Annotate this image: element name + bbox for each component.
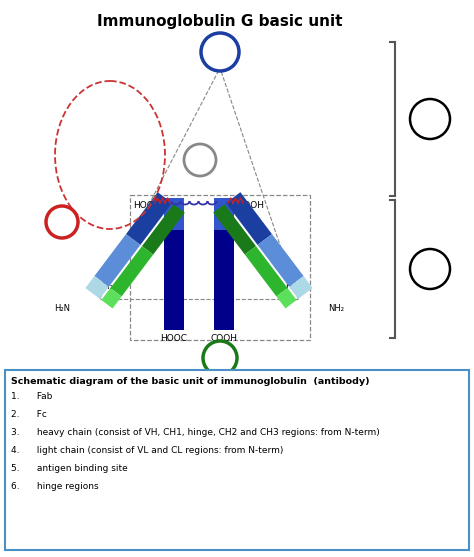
Text: 2.      Fc: 2. Fc: [11, 410, 47, 419]
Polygon shape: [142, 204, 185, 255]
Text: 5.      antigen binding site: 5. antigen binding site: [11, 464, 128, 473]
Text: COOH: COOH: [238, 202, 265, 211]
Text: NH₂: NH₂: [97, 282, 113, 291]
Text: H₂N: H₂N: [285, 282, 301, 291]
Text: 1: 1: [424, 110, 436, 128]
Text: 6.      hinge regions: 6. hinge regions: [11, 482, 99, 491]
Polygon shape: [289, 276, 312, 299]
Text: 6: 6: [194, 151, 206, 169]
Circle shape: [410, 249, 450, 289]
Text: Schematic diagram of the basic unit of immunoglobulin  (antibody): Schematic diagram of the basic unit of i…: [11, 377, 370, 386]
Circle shape: [184, 144, 216, 176]
Polygon shape: [101, 288, 122, 309]
Polygon shape: [276, 288, 297, 309]
Text: 4.      light chain (consist of VL and CL regions: from N-term): 4. light chain (consist of VL and CL reg…: [11, 446, 283, 455]
Text: 3.      heavy chain (consist of VH, CH1, hinge, CH2 and CH3 regions: from N-term: 3. heavy chain (consist of VH, CH1, hing…: [11, 428, 380, 437]
Text: HOOC: HOOC: [133, 202, 160, 211]
Circle shape: [201, 33, 239, 71]
Text: H₂N: H₂N: [54, 304, 70, 314]
Text: 4: 4: [214, 349, 226, 367]
Polygon shape: [110, 246, 153, 296]
Text: 5: 5: [56, 213, 68, 231]
Circle shape: [46, 206, 78, 238]
Bar: [214, 198, 234, 230]
Circle shape: [410, 99, 450, 139]
Text: NH₂: NH₂: [328, 304, 344, 314]
Polygon shape: [85, 276, 109, 299]
Text: 2: 2: [424, 260, 436, 278]
Polygon shape: [94, 234, 140, 287]
Polygon shape: [213, 204, 256, 255]
Text: 1.      Fab: 1. Fab: [11, 392, 52, 401]
Polygon shape: [126, 192, 172, 245]
Bar: [130, 195, 310, 340]
Polygon shape: [257, 234, 303, 287]
Polygon shape: [245, 246, 288, 296]
Text: COOH: COOH: [210, 334, 237, 343]
Text: 3: 3: [213, 42, 227, 61]
Bar: [5, 370, 469, 550]
Bar: [214, 230, 234, 330]
Circle shape: [203, 341, 237, 375]
Text: Immunoglobulin G basic unit: Immunoglobulin G basic unit: [97, 14, 343, 29]
Text: HOOC: HOOC: [161, 334, 188, 343]
Bar: [164, 230, 184, 330]
Bar: [164, 198, 184, 230]
Polygon shape: [226, 192, 272, 245]
